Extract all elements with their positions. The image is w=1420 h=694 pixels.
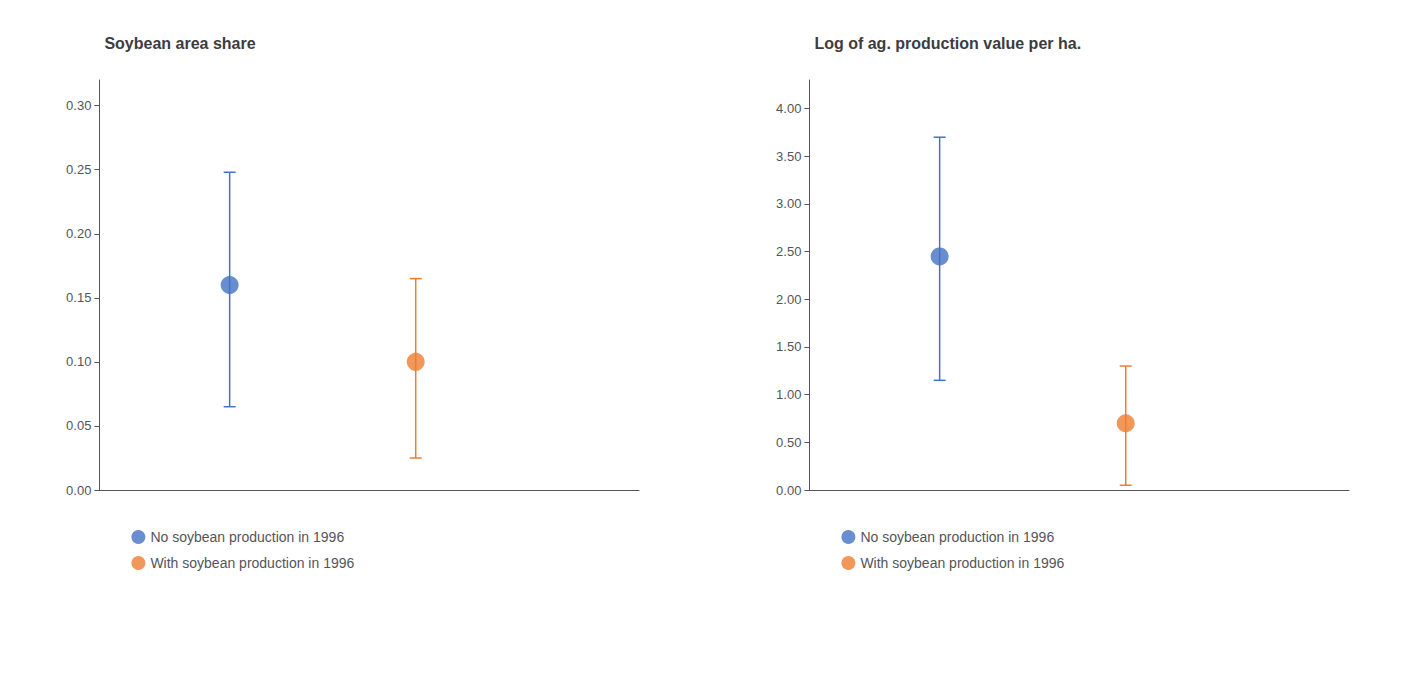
svg-text:Soybean area share: Soybean area share xyxy=(104,35,255,52)
svg-text:4.00: 4.00 xyxy=(776,101,801,116)
svg-text:3.00: 3.00 xyxy=(776,196,801,211)
svg-text:Log of ag. production value pe: Log of ag. production value per ha. xyxy=(814,35,1081,52)
svg-text:No soybean production in 1996: No soybean production in 1996 xyxy=(860,529,1054,545)
svg-text:3.50: 3.50 xyxy=(776,149,801,164)
svg-text:0.20: 0.20 xyxy=(66,226,91,241)
svg-text:0.50: 0.50 xyxy=(776,435,801,450)
svg-text:No soybean production in 1996: No soybean production in 1996 xyxy=(150,529,344,545)
svg-text:2.00: 2.00 xyxy=(776,292,801,307)
svg-text:0.05: 0.05 xyxy=(66,418,91,433)
svg-text:1.50: 1.50 xyxy=(776,339,801,354)
svg-text:0.30: 0.30 xyxy=(66,98,91,113)
svg-text:0.10: 0.10 xyxy=(66,354,91,369)
svg-text:2.50: 2.50 xyxy=(776,244,801,259)
svg-text:0.25: 0.25 xyxy=(66,162,91,177)
svg-text:With soybean production in 199: With soybean production in 1996 xyxy=(150,555,354,571)
svg-text:0.00: 0.00 xyxy=(776,483,801,498)
svg-text:With soybean production in 199: With soybean production in 1996 xyxy=(860,555,1064,571)
svg-text:0.00: 0.00 xyxy=(66,483,91,498)
svg-text:1.00: 1.00 xyxy=(776,387,801,402)
svg-text:0.15: 0.15 xyxy=(66,290,91,305)
